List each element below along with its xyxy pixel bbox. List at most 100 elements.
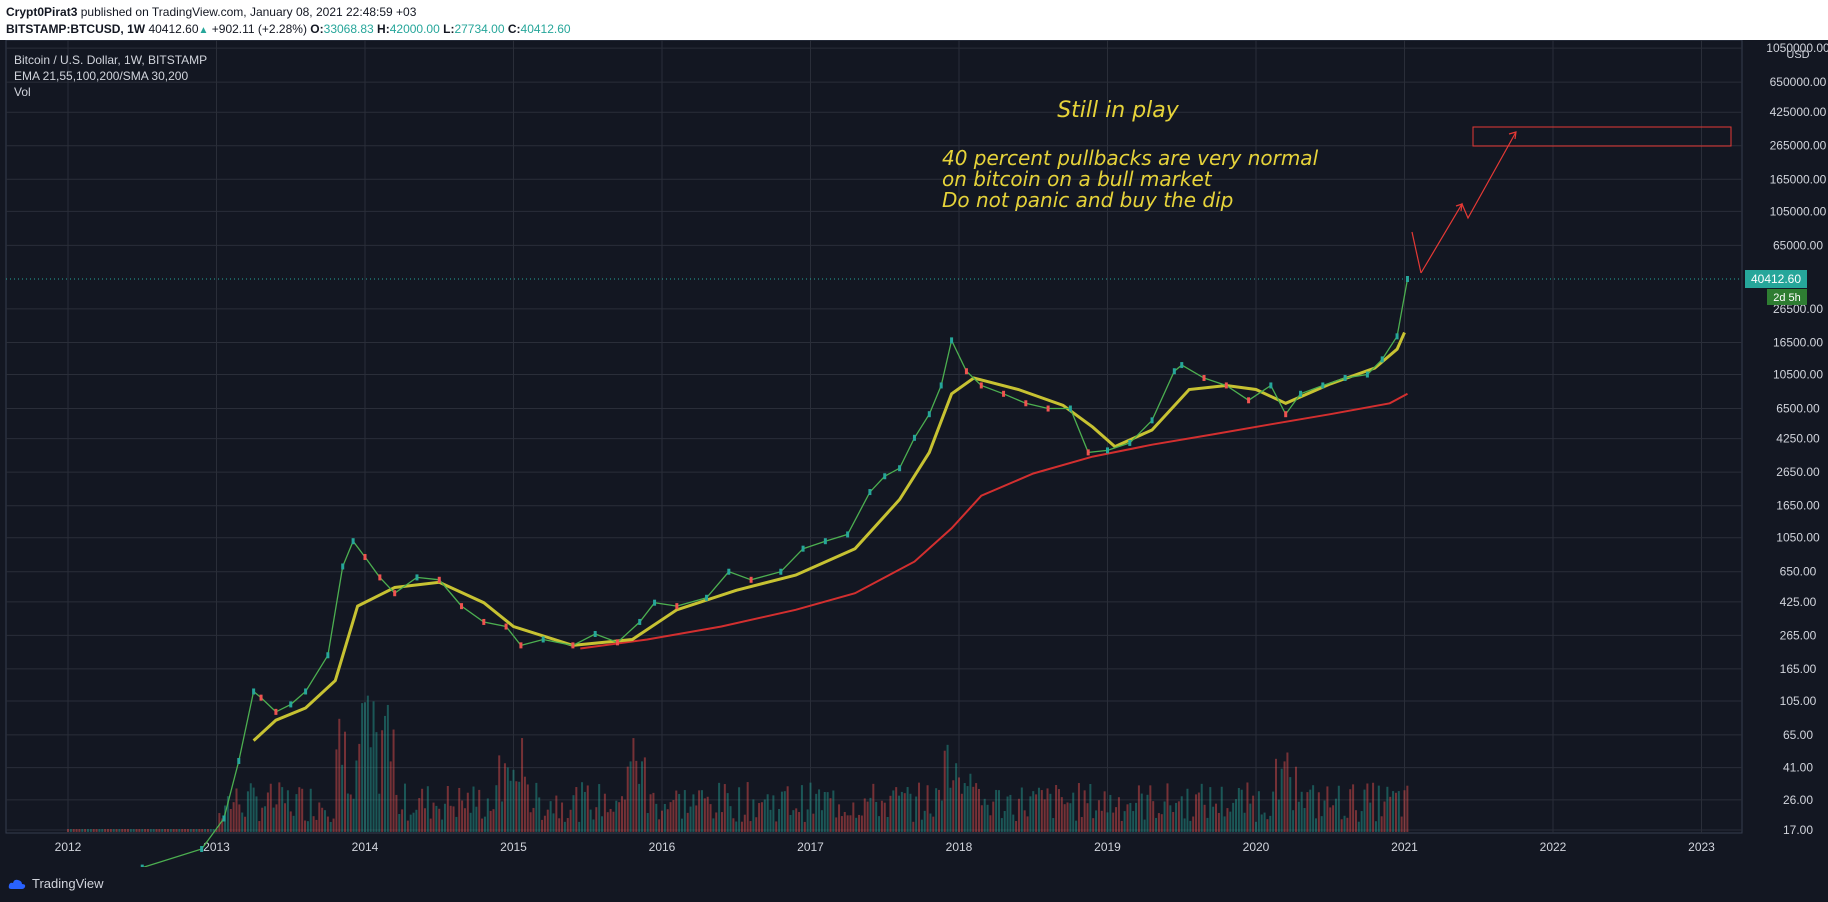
currency-label: USD xyxy=(1786,49,1809,61)
volume-bar xyxy=(206,829,209,832)
target-box xyxy=(1472,126,1732,147)
tradingview-logo[interactable]: TradingView xyxy=(8,876,104,891)
ohlc-line: BITSTAMP:BTCUSD, 1W 40412.60▲ +902.11 (+… xyxy=(6,22,571,36)
x-tick-label: 2016 xyxy=(649,840,676,854)
volume-bar xyxy=(789,814,792,832)
volume-bar xyxy=(212,829,215,832)
volume-bar xyxy=(1223,816,1226,832)
volume-bar xyxy=(441,819,444,832)
volume-bar xyxy=(1172,812,1175,832)
volume-bar xyxy=(909,793,912,832)
volume-bar xyxy=(501,801,504,832)
volume-bar xyxy=(629,761,632,832)
volume-bar xyxy=(398,813,401,832)
y-tick-label: 265000.00 xyxy=(1770,139,1827,153)
volume-bar xyxy=(940,800,943,832)
volume-bar xyxy=(443,803,446,832)
author-name[interactable]: Crypt0Pirat3 xyxy=(6,5,78,19)
volume-bar xyxy=(515,781,518,832)
volume-bar xyxy=(1229,811,1232,832)
volume-bar xyxy=(1197,792,1200,832)
volume-bar xyxy=(409,814,412,832)
volume-bar xyxy=(983,798,986,832)
volume-bar xyxy=(672,800,675,832)
price-candle xyxy=(1180,362,1184,369)
volume-bar xyxy=(218,813,221,832)
volume-bar xyxy=(261,807,264,832)
volume-bar xyxy=(900,791,903,832)
volume-bar xyxy=(949,787,952,832)
volume-bar xyxy=(752,799,755,832)
volume-bar xyxy=(244,816,247,832)
volume-bar xyxy=(977,788,980,832)
volume-bar xyxy=(1263,812,1266,832)
volume-bar xyxy=(595,807,598,832)
volume-bar xyxy=(1369,802,1372,832)
annotation-line: 40 percent pullbacks are very normal xyxy=(942,146,1319,170)
volume-bar xyxy=(1277,799,1280,832)
volume-bar xyxy=(321,807,324,832)
volume-bar xyxy=(503,763,506,832)
y-tick-label: 41.00 xyxy=(1783,761,1813,775)
y-tick-label: 16500.00 xyxy=(1773,335,1823,349)
volume-bar xyxy=(703,798,706,832)
volume-bar xyxy=(241,812,244,832)
volume-bar xyxy=(895,787,898,832)
y-tick-label: 26500.00 xyxy=(1773,302,1823,316)
volume-bar xyxy=(678,793,681,832)
volume-bar xyxy=(144,829,147,832)
volume-bar xyxy=(335,749,338,832)
volume-bar xyxy=(758,803,761,832)
volume-bar xyxy=(740,821,743,832)
price-candle xyxy=(1046,405,1050,412)
volume-bar xyxy=(695,805,698,832)
publish-line: Crypt0Pirat3 published on TradingView.co… xyxy=(6,5,416,19)
volume-bar xyxy=(583,791,586,832)
volume-bar xyxy=(1386,786,1389,832)
volume-bar xyxy=(204,829,207,832)
annotation-line: on bitcoin on a bull market xyxy=(942,167,1213,191)
volume-bar xyxy=(1309,789,1312,832)
volume-bar xyxy=(406,820,409,832)
y-tick-label: 165000.00 xyxy=(1770,172,1827,186)
price-candle xyxy=(326,652,330,659)
volume-bar xyxy=(1043,799,1046,832)
volume-bar xyxy=(1352,784,1355,832)
volume-bar xyxy=(1057,789,1060,832)
volume-bar xyxy=(295,794,298,832)
ema21-line xyxy=(252,331,1406,742)
volume-bar xyxy=(675,790,678,832)
volume-bar xyxy=(1155,817,1158,832)
volume-bar xyxy=(546,809,549,832)
volume-bar xyxy=(492,809,495,832)
price-candle xyxy=(705,594,709,601)
volume-bar xyxy=(541,819,544,832)
volume-bar xyxy=(1017,798,1020,832)
volume-bar xyxy=(329,821,332,832)
volume-bar xyxy=(418,798,421,832)
volume-bar xyxy=(778,808,781,832)
volume-bar xyxy=(1266,819,1269,832)
volume-bar xyxy=(1237,787,1240,832)
volume-bar xyxy=(892,790,895,832)
volume-bar xyxy=(495,785,498,832)
volume-bar xyxy=(129,829,132,832)
volume-bar xyxy=(683,790,686,832)
volume-bar xyxy=(1132,811,1135,832)
volume-bar xyxy=(332,818,335,832)
volume-bar xyxy=(860,815,863,832)
volume-bar xyxy=(86,829,89,832)
volume-bar xyxy=(378,793,381,832)
volume-bar xyxy=(812,813,815,832)
volume-bar xyxy=(118,829,121,832)
price-chart[interactable]: 2012 2013 2014 2015 2016 2017 2018 2019 2020 2021… xyxy=(0,40,1828,867)
volume-bar xyxy=(149,829,152,832)
volume-bar xyxy=(1343,815,1346,832)
volume-bar xyxy=(403,783,406,832)
volume-bar xyxy=(466,792,469,832)
volume-bar xyxy=(1292,810,1295,832)
price-candle xyxy=(1202,374,1206,381)
volume-bar xyxy=(521,738,524,832)
price-candle xyxy=(571,642,575,649)
volume-bar xyxy=(1323,800,1326,832)
